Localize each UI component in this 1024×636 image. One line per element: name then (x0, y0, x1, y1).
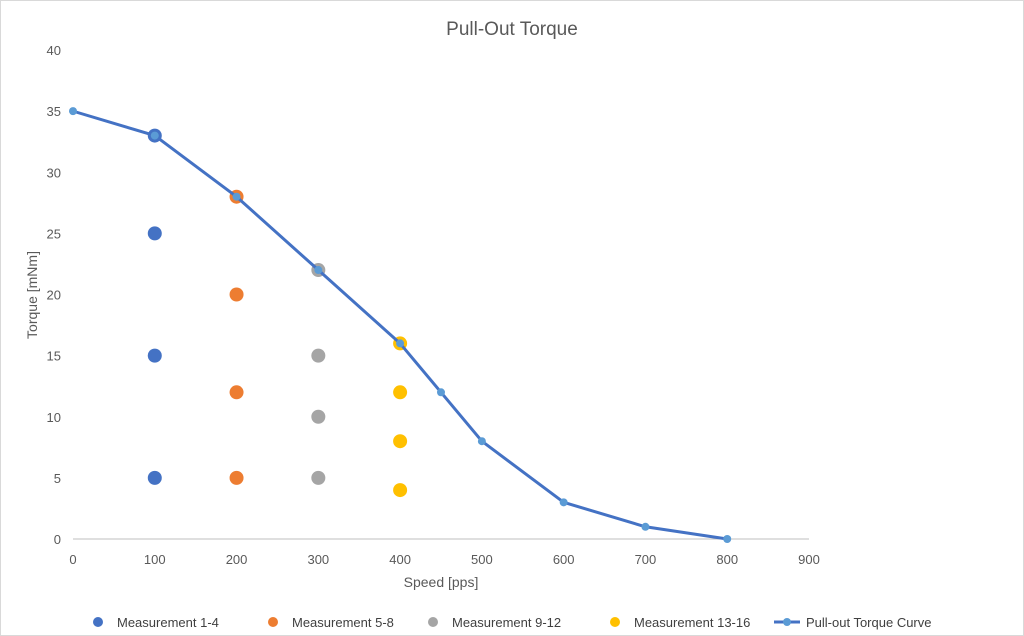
scatter-point (311, 409, 326, 424)
x-tick-label: 600 (553, 552, 575, 567)
legend: Measurement 1-4 Measurement 5-8 Measuremen… (93, 615, 932, 630)
legend-swatch (428, 617, 438, 627)
pull-out-torque-line (71, 109, 729, 541)
line-marker (69, 107, 77, 116)
legend-swatch (268, 617, 278, 627)
legend-label: Measurement 1-4 (117, 615, 219, 630)
scatter-point (229, 470, 244, 485)
y-tick-label: 10 (47, 410, 61, 425)
line-marker (437, 388, 445, 397)
scatter-point (147, 470, 162, 485)
scatter-point (147, 226, 162, 241)
y-tick-label: 0 (54, 532, 61, 547)
scatter-point (393, 385, 408, 400)
line-marker (559, 498, 568, 507)
legend-label: Measurement 5-8 (292, 615, 394, 630)
legend-line-marker (783, 618, 791, 626)
line-marker (150, 131, 159, 140)
line-marker (232, 192, 241, 201)
x-tick-label: 900 (798, 552, 820, 567)
legend-swatch (93, 617, 103, 627)
scatter-point (229, 385, 244, 400)
y-tick-label: 40 (47, 43, 61, 58)
y-tick-label: 30 (47, 165, 61, 180)
scatter-point (311, 348, 326, 363)
x-tick-labels: 0 100 200 300 400 500 600 700 800 900 (69, 552, 819, 567)
x-tick-label: 400 (389, 552, 411, 567)
scatter-point (393, 434, 408, 449)
y-tick-labels: 0 5 10 15 20 25 30 35 40 (47, 43, 61, 547)
scatter-point (393, 483, 408, 498)
legend-label: Measurement 13-16 (634, 615, 750, 630)
x-tick-label: 100 (144, 552, 166, 567)
legend-swatch (610, 617, 620, 627)
line-marker (641, 522, 650, 531)
y-axis-title: Torque [mNm] (24, 251, 40, 339)
x-tick-label: 300 (307, 552, 329, 567)
y-tick-label: 35 (47, 104, 61, 119)
y-tick-label: 25 (47, 226, 61, 241)
chart-title: Pull-Out Torque (446, 19, 578, 40)
scatter-point (147, 348, 162, 363)
y-tick-label: 5 (54, 471, 61, 486)
line-marker (477, 437, 486, 446)
plot-area (69, 107, 732, 543)
scatter-point (311, 470, 326, 485)
legend-label: Measurement 9-12 (452, 615, 561, 630)
x-tick-label: 0 (69, 552, 76, 567)
scatter-point (229, 287, 244, 302)
x-tick-label: 800 (716, 552, 738, 567)
x-axis-title: Speed [pps] (404, 574, 479, 590)
x-tick-label: 200 (226, 552, 248, 567)
legend-label: Pull-out Torque Curve (806, 615, 932, 630)
line-marker (396, 339, 405, 348)
line-marker (314, 266, 323, 275)
line-marker (723, 535, 732, 543)
y-tick-label: 15 (47, 349, 61, 364)
x-tick-label: 500 (471, 552, 493, 567)
x-tick-label: 700 (635, 552, 657, 567)
y-tick-label: 20 (47, 288, 61, 303)
